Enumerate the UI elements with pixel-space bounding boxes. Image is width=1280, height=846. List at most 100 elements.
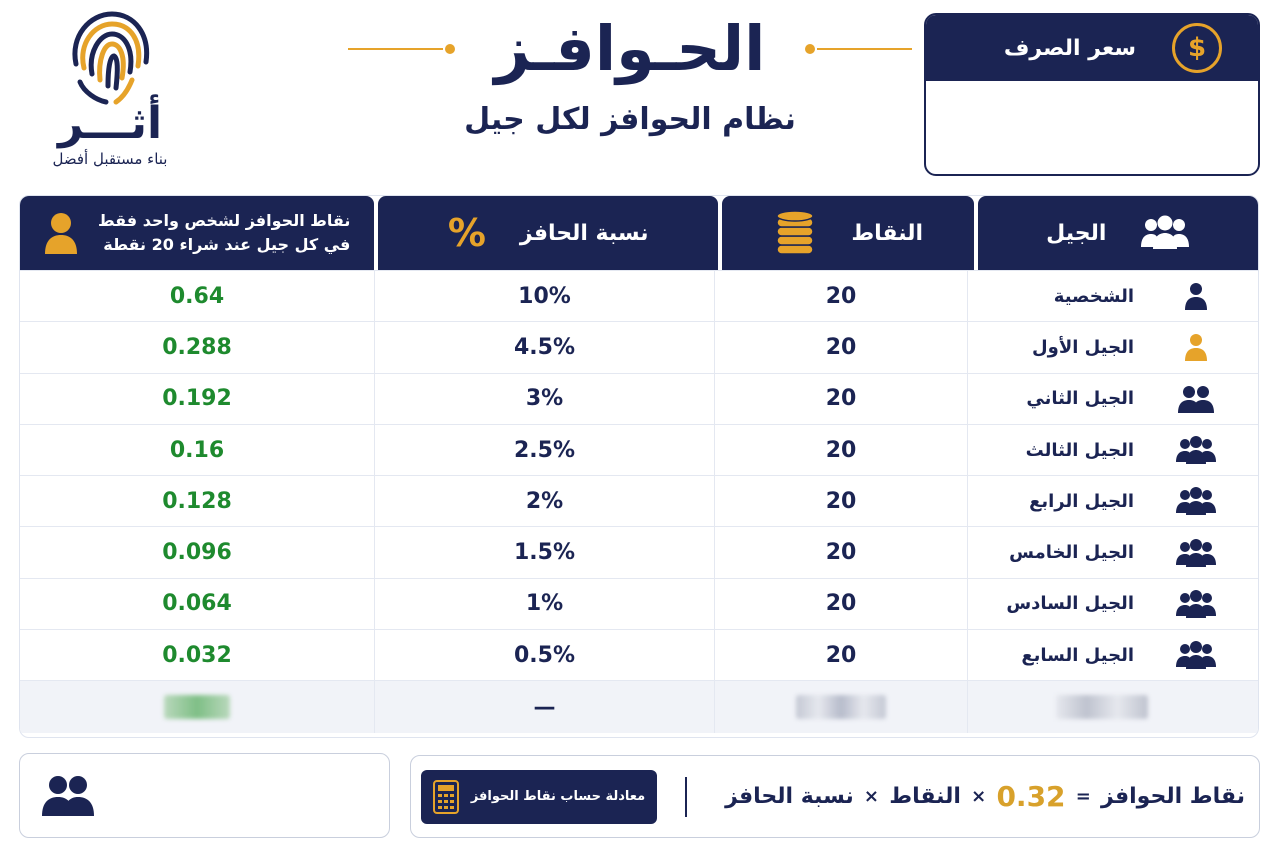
generation-label: الجيل الخامس	[1009, 542, 1134, 564]
footer-info-card	[19, 753, 390, 838]
header-rate: % نسبة الحافز	[378, 196, 718, 270]
table-row: 0.096 1.5% 20 الجيل الخامس	[20, 526, 1258, 578]
table-body: 0.64 10% 20 الشخصية 0.288 4.5% 20 الجيل الأول 0.…	[20, 270, 1258, 681]
header-incentive: نقاط الحوافز لشخص واحد فقط في كل جيل عند…	[20, 196, 375, 270]
incentive-cell: 0.032	[20, 630, 375, 681]
generation-label: الجيل السادس	[1006, 593, 1134, 615]
rate-cell: 2%	[375, 476, 715, 527]
formula-rate: نسبة الحافز	[725, 784, 854, 809]
formula-points: النقاط	[889, 784, 961, 809]
group-icon	[1174, 589, 1218, 618]
points-cell: 20	[715, 476, 968, 527]
group-icon	[1174, 487, 1218, 516]
generation-cell: الجيل السادس	[968, 579, 1248, 629]
rate-cell: 10%	[375, 271, 715, 322]
table-row-blurred: —	[20, 680, 1258, 734]
rate-cell: 1.5%	[375, 527, 715, 578]
points-cell: 20	[715, 373, 968, 424]
generation-cell: الجيل السابع	[968, 630, 1248, 680]
incentive-cell: 0.192	[20, 373, 375, 424]
header-points: النقاط	[721, 196, 975, 270]
incentive-cell: 0.064	[20, 578, 375, 630]
title-decoration-left	[347, 44, 455, 54]
blurred-rate: —	[375, 681, 715, 734]
generation-cell: الجيل الأول	[968, 322, 1248, 372]
formula-card: معادلة حساب نقاط الحوافز نقاط الحوافز = …	[410, 755, 1260, 838]
generation-cell: الجيل الثالث	[968, 425, 1248, 475]
table-row: 0.16 2.5% 20 الجيل الثالث	[20, 423, 1258, 476]
page-subtitle: نظام الحوافز لكل جيل	[464, 102, 796, 137]
table-row: 0.192 3% 20 الجيل الثاني	[20, 372, 1258, 424]
formula-value: 0.32	[996, 780, 1066, 813]
incentives-table: نقاط الحوافز لشخص واحد فقط في كل جيل عند…	[19, 195, 1259, 738]
calculation-formula-label: معادلة حساب نقاط الحوافز	[470, 789, 646, 804]
rate-cell: 3%	[375, 373, 715, 424]
incentive-cell: 0.64	[20, 271, 375, 322]
table-row: 0.064 1% 20 الجيل السادس	[20, 577, 1258, 630]
formula-equals: =	[1075, 786, 1091, 807]
title-decoration-right	[805, 44, 913, 54]
exchange-rate-card: سعر الصرف $	[924, 13, 1260, 176]
exchange-rate-title: سعر الصرف	[1003, 35, 1136, 61]
formula-divider	[685, 776, 687, 817]
header-rate-label: نسبة الحافز	[519, 220, 649, 246]
header-points-label: النقاط	[851, 220, 924, 246]
points-cell: 20	[715, 630, 968, 681]
fingerprint-logo-icon	[72, 11, 150, 105]
formula-times-1: ×	[971, 786, 987, 807]
generation-cell: الشخصية	[968, 271, 1248, 321]
brand-logo: أثـــر بناء مستقبل أفضل	[30, 6, 190, 186]
blurred-points	[715, 681, 968, 734]
rate-cell: 1%	[375, 578, 715, 630]
points-cell: 20	[715, 271, 968, 322]
generation-label: الشخصية	[1053, 285, 1134, 307]
group-icon	[1174, 641, 1218, 670]
incentive-cell: 0.288	[20, 322, 375, 373]
person-gold-icon	[1174, 333, 1218, 362]
blurred-rate-dash: —	[533, 694, 556, 720]
generation-label: الجيل الرابع	[1029, 490, 1134, 512]
table-header: نقاط الحوافز لشخص واحد فقط في كل جيل عند…	[20, 196, 1258, 270]
points-cell: 20	[715, 424, 968, 476]
dollar-exchange-icon: $	[1172, 23, 1222, 73]
person-icon	[45, 213, 78, 254]
incentive-cell: 0.096	[20, 527, 375, 578]
points-cell: 20	[715, 578, 968, 630]
generation-cell: الجيل الثاني	[968, 374, 1248, 424]
two-people-icon	[1174, 385, 1218, 413]
calculator-icon	[432, 779, 459, 814]
table-row: 0.032 0.5% 20 الجيل السابع	[20, 629, 1258, 681]
generation-cell: الجيل الرابع	[968, 476, 1248, 526]
calculation-formula-button[interactable]: معادلة حساب نقاط الحوافز	[421, 769, 657, 824]
header-generation-label: الجيل	[1046, 220, 1107, 246]
generation-cell: الجيل الخامس	[968, 527, 1248, 577]
rate-cell: 4.5%	[375, 322, 715, 373]
coins-icon	[776, 210, 815, 255]
rate-cell: 0.5%	[375, 630, 715, 681]
header-incentive-line2: في كل جيل عند شراء 20 نقطة	[103, 235, 351, 254]
percent-icon: %	[447, 211, 486, 255]
brand-name: أثـــر	[57, 98, 163, 149]
generation-label: الجيل الثالث	[1025, 439, 1134, 461]
group-icon	[1174, 436, 1218, 465]
generation-label: الجيل الثاني	[1026, 388, 1134, 410]
incentive-cell: 0.128	[20, 476, 375, 527]
points-cell: 20	[715, 527, 968, 578]
title-block: الحـوافـز نظام الحوافز لكل جيل	[340, 8, 920, 137]
blurred-generation	[968, 681, 1248, 733]
group-icon	[1141, 215, 1190, 249]
page-title: الحـوافـز	[494, 12, 766, 85]
generation-label: الجيل السابع	[1021, 644, 1134, 666]
rate-cell: 2.5%	[375, 424, 715, 476]
incentive-formula: نقاط الحوافز = 0.32 × النقاط × نسبة الحا…	[721, 780, 1245, 813]
blurred-incentive	[20, 681, 375, 734]
person-icon	[1174, 282, 1218, 311]
points-cell: 20	[715, 322, 968, 373]
formula-result: نقاط الحوافز	[1101, 784, 1245, 809]
incentive-cell: 0.16	[20, 424, 375, 476]
table-row: 0.64 10% 20 الشخصية	[20, 270, 1258, 322]
header-generation: الجيل	[978, 196, 1258, 270]
header-incentive-line1: نقاط الحوافز لشخص واحد فقط	[98, 211, 351, 230]
table-row: 0.288 4.5% 20 الجيل الأول	[20, 321, 1258, 373]
brand-tagline: بناء مستقبل أفضل	[52, 150, 168, 168]
